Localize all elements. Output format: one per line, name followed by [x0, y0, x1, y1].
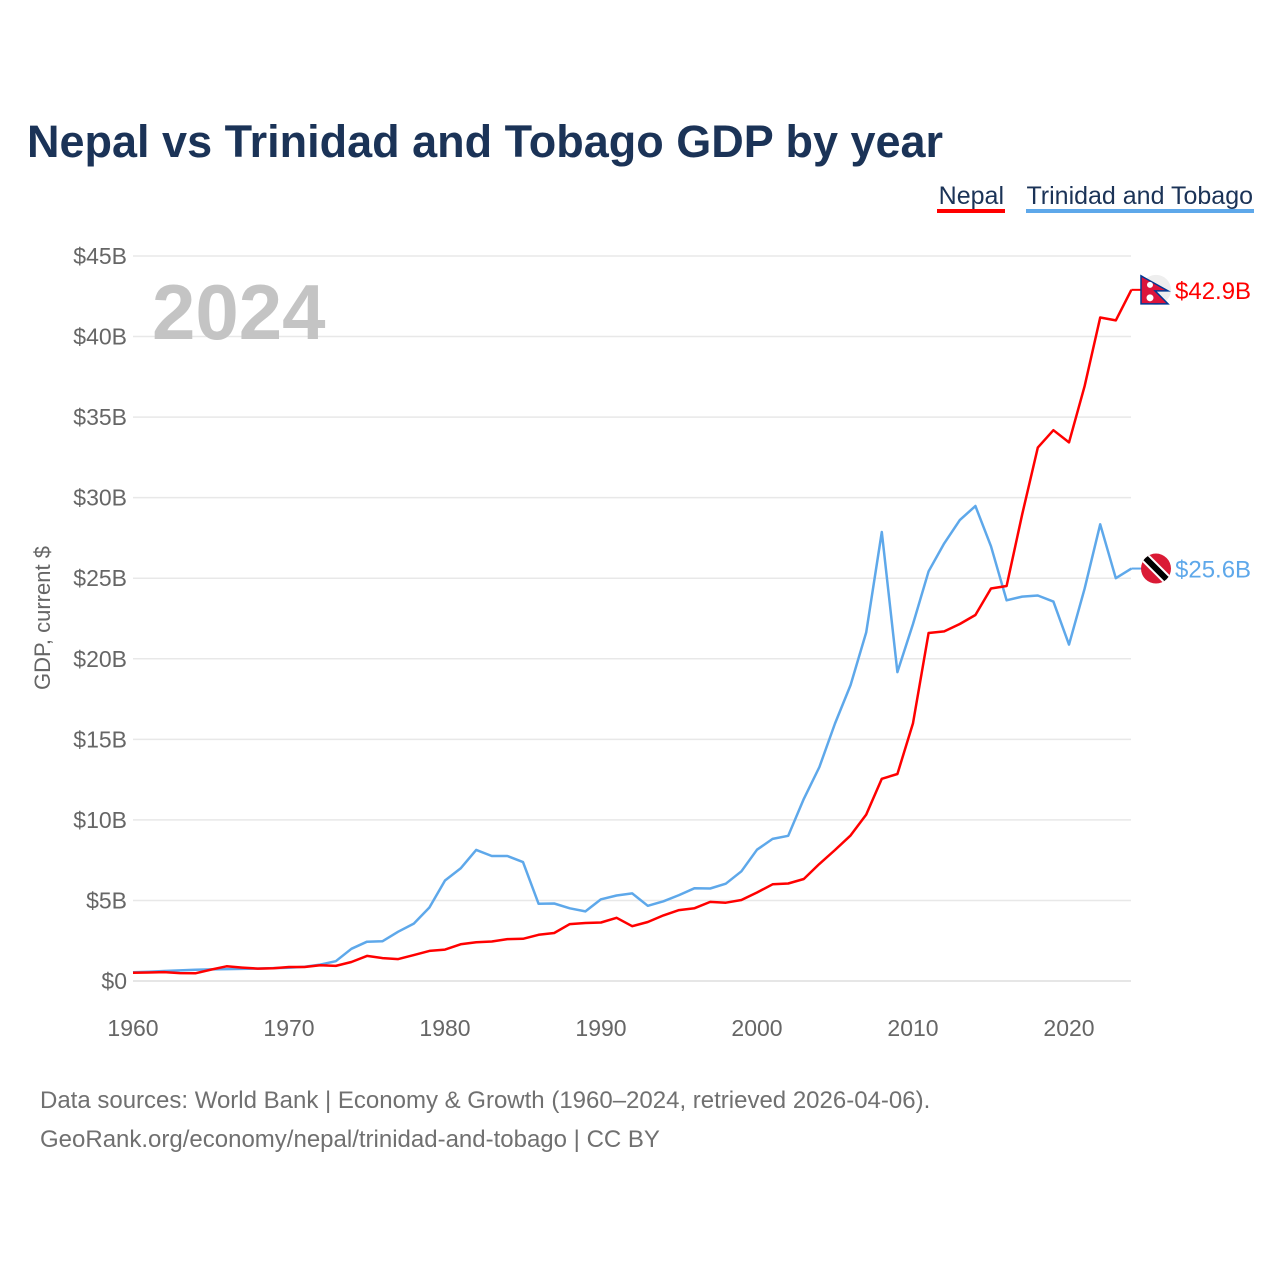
end-value-label: $25.6B: [1175, 557, 1251, 584]
y-tick-label: $15B: [73, 726, 127, 752]
chart-title: Nepal vs Trinidad and Tobago GDP by year: [27, 116, 943, 167]
y-tick-label: $20B: [73, 646, 127, 672]
x-tick-label: 2020: [1043, 1015, 1094, 1041]
flag-sun: [1146, 294, 1154, 302]
x-tick-label: 1990: [575, 1015, 626, 1041]
series-line-nepal: [132, 289, 1133, 975]
y-tick-label: $40B: [73, 324, 127, 350]
legend-swatch-trinidad-and-tobago: [1026, 209, 1254, 213]
x-tick-label: 2000: [731, 1015, 782, 1041]
y-tick-label: $0: [101, 968, 127, 994]
y-tick-label: $30B: [73, 485, 127, 511]
x-tick-label: 2010: [887, 1015, 938, 1041]
flag-moon: [1147, 281, 1153, 288]
y-tick-label: $10B: [73, 807, 127, 833]
y-axis-label: GDP, current $: [30, 546, 55, 690]
trinidad-and-tobago-flag-icon: [1141, 553, 1171, 584]
legend-item-trinidad-and-tobago: Trinidad and Tobago: [1026, 182, 1253, 210]
footer-link[interactable]: GeoRank.org/economy/nepal/trinidad-and-t…: [40, 1126, 660, 1153]
end-value-label: $42.9B: [1175, 278, 1251, 305]
y-tick-label: $45B: [73, 243, 127, 269]
x-tick-label: 1970: [263, 1015, 314, 1041]
series-lines: [132, 289, 1133, 975]
legend-item-nepal: Nepal: [939, 182, 1004, 210]
legend: Nepal Trinidad and Tobago: [937, 182, 1254, 213]
x-tick-label: 1980: [419, 1015, 470, 1041]
y-tick-label: $5B: [86, 887, 127, 913]
y-tick-label: $25B: [73, 565, 127, 591]
current-year-label: 2024: [152, 268, 326, 356]
y-tick-label: $35B: [73, 404, 127, 430]
end-markers: $25.6B $42.9B: [1131, 274, 1251, 584]
nepal-flag-icon: [1140, 274, 1171, 305]
footer-sources: Data sources: World Bank | Economy & Gro…: [40, 1087, 930, 1114]
x-tick-label: 1960: [107, 1015, 158, 1041]
legend-swatch-nepal: [937, 209, 1005, 213]
grid: $0 $5B $10B $15B $20B $25B $30B $35B $40B $45B 196…: [73, 243, 1131, 1041]
